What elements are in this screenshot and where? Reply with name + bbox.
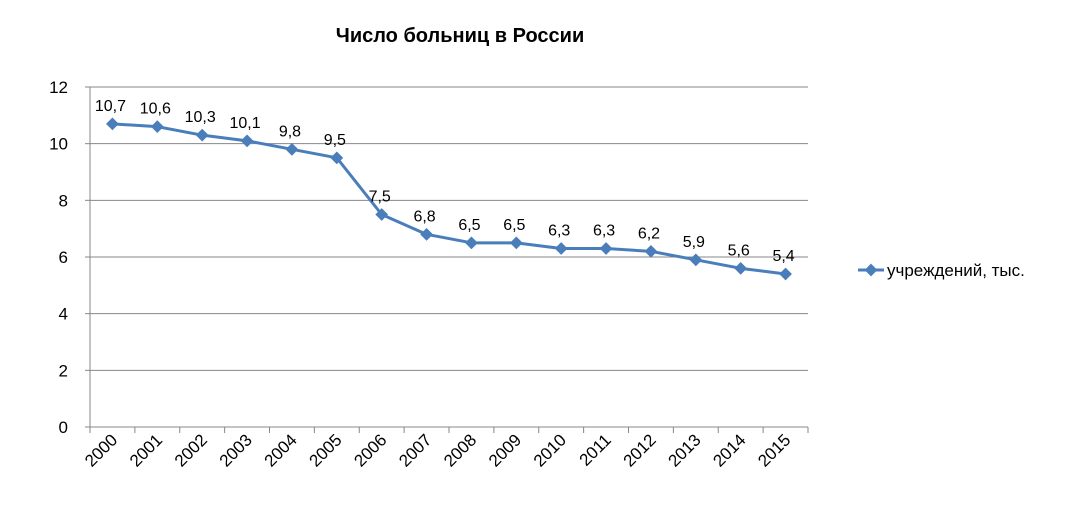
y-tick-label: 12 bbox=[49, 78, 68, 97]
data-point bbox=[734, 261, 748, 275]
data-point bbox=[240, 134, 254, 148]
data-point bbox=[509, 236, 523, 250]
x-tick-label: 2010 bbox=[530, 430, 570, 470]
legend-marker bbox=[864, 263, 878, 277]
x-tick-label: 2012 bbox=[620, 430, 660, 470]
data-point bbox=[195, 128, 209, 142]
data-point bbox=[689, 253, 703, 267]
x-tick-label: 2014 bbox=[709, 430, 749, 470]
x-tick-label: 2000 bbox=[81, 430, 121, 470]
x-tick-label: 2007 bbox=[395, 430, 435, 470]
data-point bbox=[285, 142, 299, 156]
y-tick-label: 4 bbox=[59, 305, 68, 324]
data-label: 6,3 bbox=[548, 223, 570, 240]
x-tick-label: 2004 bbox=[261, 430, 301, 470]
chart-title: Число больниц в России bbox=[336, 25, 584, 47]
legend: учреждений, тыс. bbox=[858, 261, 1025, 280]
data-label: 6,2 bbox=[638, 225, 660, 242]
data-label: 6,5 bbox=[458, 217, 480, 234]
grid-lines bbox=[90, 86, 808, 371]
x-tick-label: 2013 bbox=[664, 430, 704, 470]
y-tick-label: 10 bbox=[49, 135, 68, 154]
y-tick-label: 6 bbox=[59, 248, 68, 267]
x-tick-label: 2006 bbox=[350, 430, 390, 470]
data-label: 10,3 bbox=[185, 109, 216, 126]
data-label: 6,3 bbox=[593, 223, 615, 240]
y-tick-label: 0 bbox=[59, 418, 68, 437]
x-tick-label: 2003 bbox=[216, 430, 256, 470]
data-label: 9,8 bbox=[279, 123, 301, 140]
data-label: 5,4 bbox=[772, 248, 794, 265]
y-tick-label: 8 bbox=[59, 191, 68, 210]
data-point bbox=[554, 242, 568, 255]
data-label: 7,5 bbox=[369, 189, 391, 206]
x-tick-label: 2002 bbox=[171, 430, 211, 470]
data-label: 5,9 bbox=[683, 234, 705, 251]
x-tick-label: 2008 bbox=[440, 430, 480, 470]
data-label: 10,6 bbox=[140, 101, 171, 118]
y-tick-label: 2 bbox=[59, 361, 68, 380]
data-labels: 10,7 10,6 10,3 10,1 9,8 9,5 7,5 6,8 6,5 6,5 6,3 6,3… bbox=[95, 98, 795, 265]
legend-label: учреждений, тыс. bbox=[887, 261, 1025, 280]
data-label: 10,1 bbox=[229, 115, 260, 132]
data-point bbox=[420, 227, 433, 241]
data-label: 9,5 bbox=[324, 132, 346, 149]
data-point bbox=[644, 244, 658, 258]
data-label: 5,6 bbox=[728, 242, 750, 259]
data-point bbox=[330, 151, 344, 165]
data-point bbox=[599, 242, 613, 255]
data-point bbox=[150, 120, 164, 134]
data-point bbox=[106, 117, 119, 131]
data-label: 10,7 bbox=[95, 98, 126, 115]
data-label: 6,8 bbox=[413, 208, 435, 225]
data-point bbox=[375, 208, 389, 221]
series bbox=[106, 117, 792, 281]
x-tick-label: 2005 bbox=[305, 430, 345, 470]
data-point bbox=[465, 236, 478, 250]
series-line bbox=[112, 122, 786, 276]
x-tick-label: 2011 bbox=[576, 430, 615, 469]
x-tick-label: 2015 bbox=[754, 430, 794, 470]
data-point bbox=[779, 267, 792, 281]
x-tick-label: 2009 bbox=[485, 430, 525, 470]
data-label: 6,5 bbox=[503, 217, 525, 234]
x-tick-label: 2001 bbox=[126, 430, 166, 470]
